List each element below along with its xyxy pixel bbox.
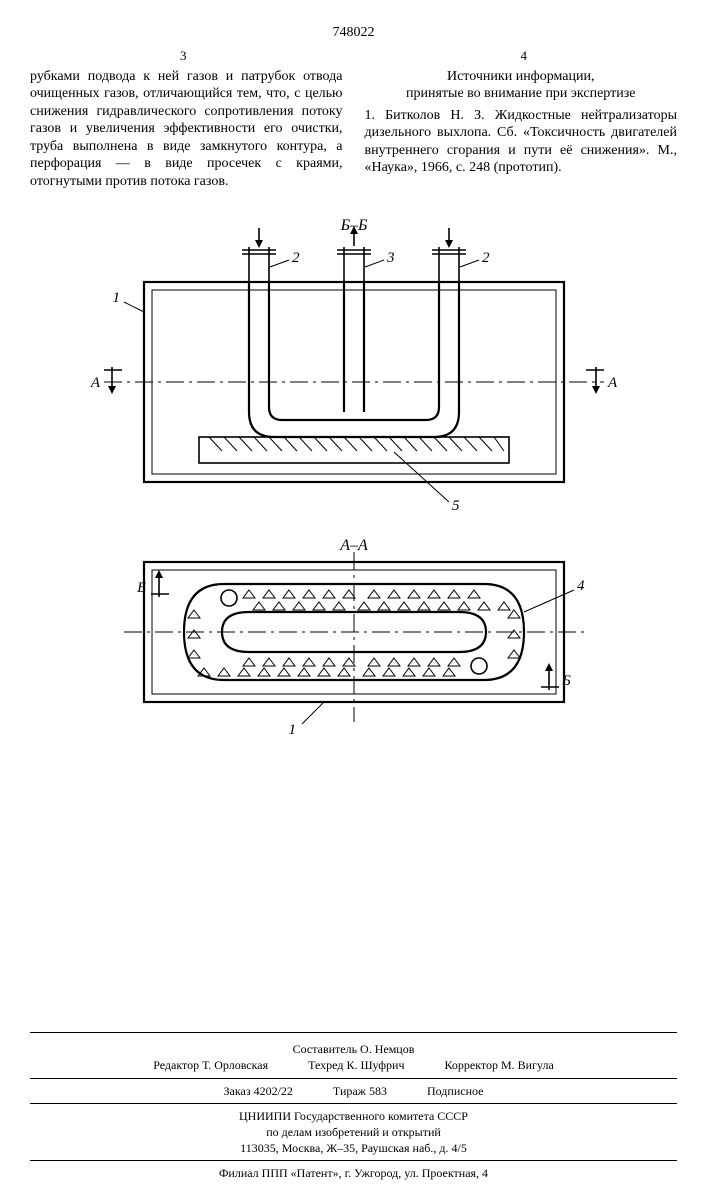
left-column: рубками подвода к ней газов и патрубок о… — [30, 68, 343, 195]
imprint-block: Составитель О. Немцов Редактор Т. Орловс… — [30, 1041, 677, 1181]
sources-heading-line1: Источники информации, — [447, 69, 595, 84]
section-A-right: А — [607, 375, 618, 391]
imprint-subscription: Подписное — [427, 1083, 484, 1099]
col-num-left: 3 — [180, 48, 187, 64]
col-num-right: 4 — [521, 48, 528, 64]
imprint-org1: ЦНИИПИ Государственного комитета СССР — [30, 1108, 677, 1124]
callout-5: 5 — [452, 498, 460, 514]
column-numbers: 3 4 — [30, 48, 677, 64]
imprint-org2: по делам изобретений и открытий — [30, 1124, 677, 1140]
sources-heading-line2: принятые во внимание при экспертизе — [406, 86, 635, 101]
callout-4: 4 — [577, 578, 585, 594]
separator-line — [30, 1032, 677, 1033]
imprint-row3: Заказ 4202/22 Тираж 583 Подписное — [30, 1083, 677, 1099]
section-A-left: А — [89, 375, 100, 391]
imprint-row2: Редактор Т. Орловская Техред К. Шуфрич К… — [30, 1057, 677, 1073]
callout-2-left: 2 — [292, 250, 300, 266]
reference-text: 1. Битколов Н. З. Жидкостные нейтрализат… — [365, 107, 678, 177]
text-columns: рубками подвода к ней газов и патрубок о… — [30, 68, 677, 195]
imprint-tiraj: Тираж 583 — [333, 1083, 387, 1099]
claim-text: рубками подвода к ней газов и патрубок о… — [30, 68, 343, 191]
callout-1-bottom: 1 — [288, 722, 296, 738]
imprint-editor: Редактор Т. Орловская — [153, 1057, 268, 1073]
imprint-addr2: Филиал ППП «Патент», г. Ужгород, ул. Про… — [30, 1165, 677, 1181]
imprint-tech: Техред К. Шуфрич — [308, 1057, 404, 1073]
right-column: Источники информации, принятые во вниман… — [365, 68, 678, 195]
section-label-bottom: А–А — [339, 537, 368, 554]
imprint-compiler: Составитель О. Немцов — [30, 1041, 677, 1057]
callout-3: 3 — [386, 250, 395, 266]
imprint-addr1: 113035, Москва, Ж–35, Раушская наб., д. … — [30, 1140, 677, 1156]
imprint-order: Заказ 4202/22 — [224, 1083, 293, 1099]
sources-heading: Источники информации, принятые во вниман… — [365, 68, 678, 103]
section-B-left: Б — [136, 580, 146, 596]
callout-2-right: 2 — [482, 250, 490, 266]
section-B-right: Б — [561, 673, 571, 689]
figures-block: Б–Б — [30, 212, 677, 772]
patent-number: 748022 — [30, 24, 677, 42]
diagram-svg: Б–Б — [54, 212, 654, 772]
imprint-corrector: Корректор М. Вигула — [444, 1057, 553, 1073]
callout-1-top: 1 — [112, 290, 120, 306]
